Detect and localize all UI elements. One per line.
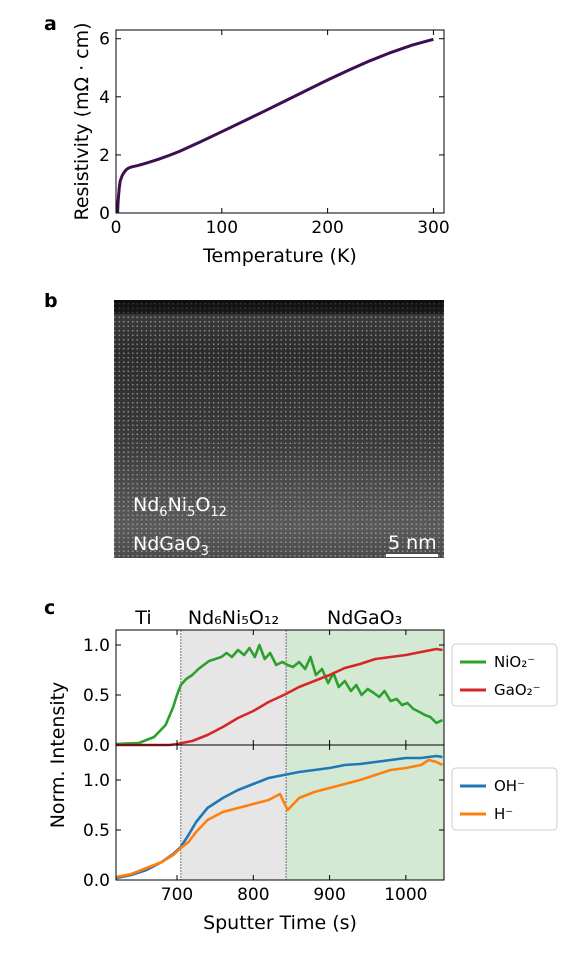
sims-depth-profile-chart: Ti Nd₆Ni₅O₁₂ NdGaO₃ 0.0 0.5 1.0 NiO₂⁻ GaO₂⁻ 0.0 0…	[47, 607, 558, 934]
resistivity-series-line	[116, 37, 434, 213]
x-tick-label: 200	[311, 218, 343, 238]
y-tick-label: 0.5	[83, 686, 110, 706]
region-film-label: Nd₆Ni₅O₁₂	[188, 607, 279, 629]
scale-bar	[386, 554, 438, 557]
y-tick-label: 6	[99, 30, 110, 50]
y-tick-label: 1.0	[83, 771, 110, 791]
y-axis-title: Norm. Intensity	[47, 682, 69, 829]
x-tick-label: 700	[161, 885, 193, 905]
legend-label: GaO₂⁻	[494, 681, 541, 699]
series-line	[116, 647, 443, 747]
axes-frame-a	[115, 29, 445, 214]
y-tick-label: 0.0	[83, 736, 110, 756]
legend-label: H⁻	[494, 805, 513, 823]
series-line	[115, 758, 444, 879]
y-tick-label: 0.5	[83, 821, 110, 841]
stem-image: Nd6Ni5O12 NdGaO3 5 nm	[114, 300, 444, 559]
x-tick-label: 0	[111, 218, 122, 238]
panel-label-c: c	[44, 597, 55, 619]
x-tick-label: 900	[313, 885, 345, 905]
y-tick-label: 1.0	[83, 636, 110, 656]
panel-label-b: b	[44, 290, 58, 312]
panel-label-a: a	[44, 13, 57, 35]
stem-lattice	[114, 300, 444, 558]
region-ti-label: Ti	[134, 607, 151, 629]
y-tick-label: 2	[99, 146, 110, 166]
region-film-shade	[180, 630, 287, 880]
scale-bar-label: 5 nm	[388, 532, 437, 554]
y-tick-label: 4	[99, 88, 110, 108]
x-tick-label: 800	[237, 885, 269, 905]
x-tick-label: 300	[417, 218, 449, 238]
legend-label: OH⁻	[494, 777, 525, 795]
region-substrate-shade	[286, 630, 444, 880]
y-tick-label: 0.0	[83, 871, 110, 891]
x-tick-label: 1000	[384, 885, 427, 905]
y-axis-title: Resistivity (mΩ · cm)	[71, 22, 93, 220]
x-axis-title: Temperature (K)	[202, 245, 357, 267]
axes-frame-c2	[115, 744, 445, 881]
x-tick-label: 100	[206, 218, 238, 238]
stem-surface	[114, 300, 444, 314]
resistivity-chart: 0 100 200 300 0 2 4 6 Temperature (K) Resistivity…	[71, 22, 450, 267]
region-substrate-label: NdGaO₃	[327, 607, 402, 629]
region-ti-shade	[116, 630, 181, 880]
legend-label: NiO₂⁻	[494, 653, 535, 671]
x-axis-title: Sputter Time (s)	[203, 912, 357, 934]
stem-label-substrate: NdGaO3	[133, 533, 209, 559]
y-tick-label: 0	[99, 204, 110, 224]
series-line	[115, 643, 444, 746]
